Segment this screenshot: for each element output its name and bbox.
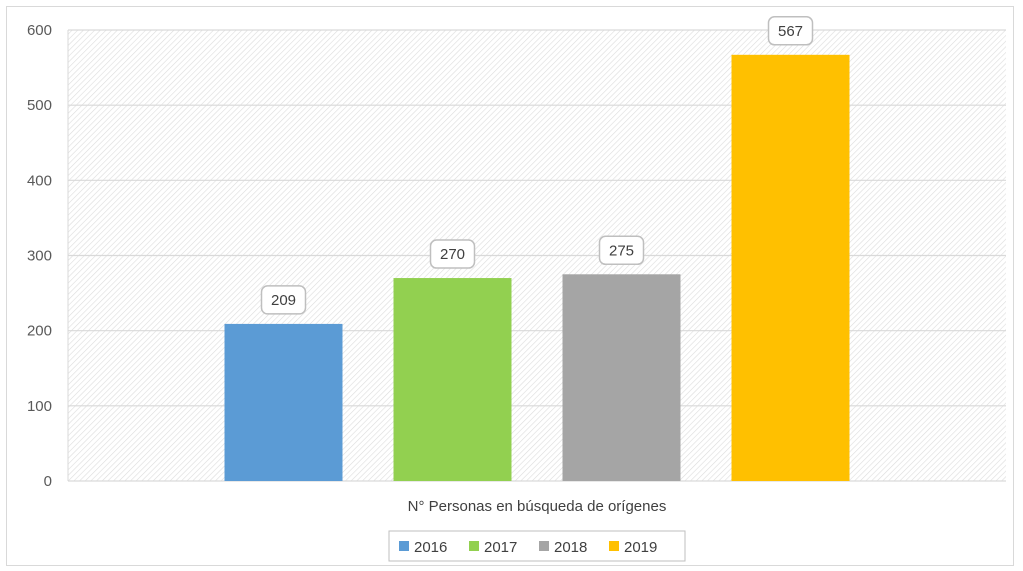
legend-label: 2016 [414, 539, 447, 556]
data-label-2016: 209 [260, 285, 307, 315]
data-label-text: 209 [271, 292, 296, 309]
bar-2017 [393, 278, 512, 481]
legend-swatch [609, 541, 619, 551]
y-tick-label: 200 [27, 323, 52, 340]
data-label-box [260, 285, 307, 315]
x-axis-label: N° Personas en búsqueda de orígenes [408, 498, 667, 515]
y-tick-label: 400 [27, 172, 52, 189]
data-label-box [767, 16, 814, 46]
legend-label: 2018 [554, 539, 587, 556]
legend: 2016 2017 2018 2019 [388, 530, 686, 562]
data-label-text: 270 [440, 246, 465, 263]
data-labels: 209 270 275 567 [260, 16, 814, 315]
legend-swatch [469, 541, 479, 551]
data-label-2018: 275 [598, 235, 645, 266]
legend-item-2018: 2018 [539, 539, 587, 556]
data-label-box [598, 235, 645, 266]
y-tick-label: 600 [27, 22, 52, 39]
bar-2018 [562, 274, 681, 481]
data-label-2017: 270 [429, 239, 476, 269]
legend-box [388, 530, 686, 562]
legend-swatch [399, 541, 409, 551]
legend-item-2019: 2019 [609, 539, 657, 556]
bar-2016 [224, 323, 343, 481]
y-tick-label: 500 [27, 97, 52, 114]
y-axis: 0 100 200 300 400 500 600 [27, 22, 69, 490]
legend-label: 2017 [484, 539, 517, 556]
y-tick-label: 100 [27, 398, 52, 415]
y-tick-label: 0 [44, 473, 52, 490]
bar-2019 [731, 54, 850, 482]
legend-swatch [539, 541, 549, 551]
legend-item-2017: 2017 [469, 539, 517, 556]
bars [224, 54, 850, 482]
y-tick-label: 300 [27, 248, 52, 265]
gridlines [68, 29, 1006, 482]
data-label-2019: 567 [767, 16, 814, 46]
data-label-box [429, 239, 476, 269]
legend-label: 2019 [624, 539, 657, 556]
data-label-text: 275 [609, 242, 634, 259]
legend-item-2016: 2016 [399, 539, 447, 556]
data-label-text: 567 [778, 23, 803, 40]
